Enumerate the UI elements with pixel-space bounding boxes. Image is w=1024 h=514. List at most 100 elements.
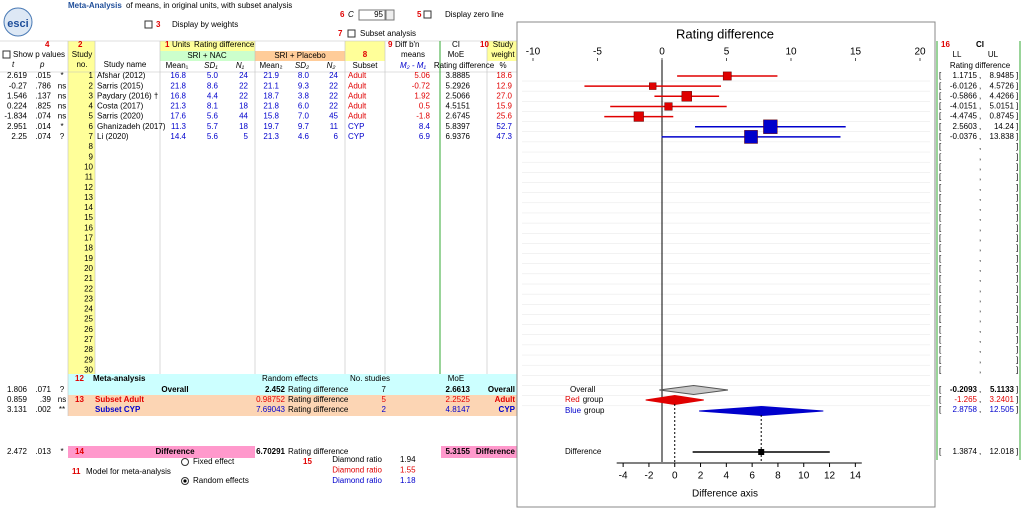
group1-header xyxy=(160,51,255,61)
cell: .014 xyxy=(35,122,51,131)
ci-ll: 1.3874 xyxy=(953,447,978,456)
bracket: ] xyxy=(1016,183,1018,192)
cell: 47.3 xyxy=(496,132,512,141)
cell: 21.3 xyxy=(170,102,186,111)
c-symbol: C xyxy=(348,10,354,19)
cell: ns xyxy=(58,395,66,404)
cell: 8.6 xyxy=(207,81,219,90)
cell: 6 xyxy=(334,132,339,141)
cell: 22 xyxy=(329,81,338,90)
bracket: ] xyxy=(1016,385,1018,394)
separator: , xyxy=(979,112,981,121)
cell: 5.6 xyxy=(207,112,219,121)
weights-checkbox[interactable] xyxy=(144,20,153,29)
bracket: [ xyxy=(939,142,942,151)
ci-ll: -0.5866 xyxy=(950,91,978,100)
column-header: p xyxy=(39,60,45,69)
cell: 21.8 xyxy=(263,102,279,111)
cell: 6.9376 xyxy=(446,132,471,141)
diamond-ratio-value: 1.94 xyxy=(400,455,416,464)
column-lines xyxy=(0,40,517,416)
separator: , xyxy=(979,193,981,202)
difference-label: Difference xyxy=(565,447,602,456)
cell: 2.2525 xyxy=(446,395,471,404)
bracket: ] xyxy=(1016,284,1018,293)
row-number: 18 xyxy=(84,244,93,253)
column-header: Mean₁ xyxy=(166,61,189,70)
cell: 6.9 xyxy=(419,132,431,141)
separator: , xyxy=(979,395,981,404)
checkbox-label: Subset analysis xyxy=(360,29,416,38)
row-label: Subset CYP xyxy=(95,405,141,414)
diff-tick-label: 0 xyxy=(672,471,678,482)
fixed-radio[interactable] xyxy=(181,458,189,466)
cell: CYP xyxy=(348,132,364,141)
cell: 4.4 xyxy=(207,91,219,100)
bracket: [ xyxy=(939,244,942,253)
ci-ll: -4.4745 xyxy=(950,112,978,121)
separator: , xyxy=(979,132,981,141)
p-checkbox[interactable] xyxy=(2,50,11,59)
separator: , xyxy=(979,405,981,414)
control-number: 13 xyxy=(75,395,84,404)
ci-ll: -0.0376 xyxy=(950,132,978,141)
cell: 3.8 xyxy=(298,91,310,100)
cell: .071 xyxy=(35,385,51,394)
column-header: t xyxy=(12,60,15,69)
row-number: 30 xyxy=(84,365,93,374)
axis-title: Difference axis xyxy=(692,489,758,500)
separator: , xyxy=(979,345,981,354)
separator: , xyxy=(979,315,981,324)
bracket: [ xyxy=(939,345,942,354)
cell: .015 xyxy=(35,71,51,80)
bracket: [ xyxy=(939,71,942,80)
random-radio-dot xyxy=(183,479,187,483)
c-spinner[interactable] xyxy=(385,9,395,21)
c-input[interactable] xyxy=(358,9,386,21)
cell: 22 xyxy=(329,102,338,111)
cell: 5.7 xyxy=(207,122,219,131)
ci-ll: -4.0151 xyxy=(950,102,978,111)
cell: 15.9 xyxy=(496,102,512,111)
bracket: [ xyxy=(939,152,942,161)
separator: , xyxy=(979,325,981,334)
ci-ul: 3.2401 xyxy=(990,395,1015,404)
cell: Sarris (2020) xyxy=(97,112,144,121)
row-label: Overall xyxy=(161,385,188,394)
control-number: 5 xyxy=(417,10,422,19)
cell: 21.9 xyxy=(263,71,279,80)
diamond-ratio-value: 1.18 xyxy=(400,476,416,485)
weight-header xyxy=(487,41,517,61)
control-number: 6 xyxy=(340,10,345,19)
subset-checkbox[interactable] xyxy=(347,29,356,38)
cell: Rating difference xyxy=(288,385,349,394)
separator: , xyxy=(979,122,981,131)
column-header: Diff b'n xyxy=(395,40,420,49)
subset-band xyxy=(68,395,517,416)
bracket: ] xyxy=(1016,91,1018,100)
zero-checkbox[interactable] xyxy=(423,10,432,19)
diff-tick-label: 2 xyxy=(698,471,704,482)
row-number: 20 xyxy=(84,264,93,273)
bracket: [ xyxy=(939,162,942,171)
cell: Adult xyxy=(348,102,367,111)
bracket: [ xyxy=(939,112,942,121)
cell: .39 xyxy=(40,395,52,404)
bracket: ] xyxy=(1016,213,1018,222)
title: Meta-Analysis xyxy=(68,1,122,10)
bracket: ] xyxy=(1016,223,1018,232)
study-no-column xyxy=(68,41,95,374)
cell: 5 xyxy=(244,132,249,141)
cell: Paydary (2016) † xyxy=(97,91,158,100)
cell: 2.6745 xyxy=(446,112,471,121)
separator: , xyxy=(979,223,981,232)
separator: , xyxy=(979,91,981,100)
cell: 14.4 xyxy=(170,132,186,141)
control-number: 12 xyxy=(75,374,84,383)
cell: 2 xyxy=(89,81,94,90)
ci-ll: -6.0126 xyxy=(950,81,978,90)
row-number: 27 xyxy=(84,335,93,344)
bracket: [ xyxy=(939,335,942,344)
cell: 5.6 xyxy=(207,132,219,141)
column-header: M₂ - M₁ xyxy=(400,61,426,70)
